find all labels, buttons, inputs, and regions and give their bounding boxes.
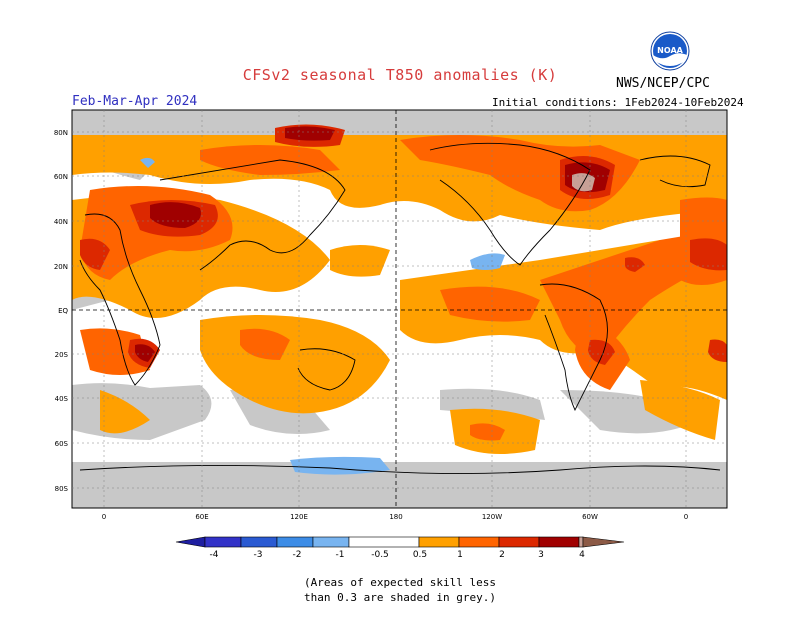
noaa-logo-icon: NOAA <box>650 31 690 71</box>
season-label: Feb-Mar-Apr 2024 <box>72 94 198 109</box>
lon-label: 120W <box>482 513 502 521</box>
lon-label: 120E <box>290 513 308 521</box>
lat-label: 20S <box>55 351 69 359</box>
anomaly-field <box>72 110 727 508</box>
lat-label: EQ <box>58 307 68 315</box>
lon-label: 60E <box>195 513 208 521</box>
colorbar-bin <box>582 536 625 548</box>
colorbar-label: -3 <box>254 550 263 560</box>
skill-note-line: than 0.3 are shaded in grey.) <box>303 591 497 604</box>
colorbar-label: -2 <box>293 550 302 560</box>
agency-label: NWS/NCEP/CPC <box>616 76 710 91</box>
colorbar-label: -0.5 <box>371 550 389 560</box>
colorbar-bin <box>348 536 420 548</box>
skill-note: (Areas of expected skill less than 0.3 a… <box>0 575 800 605</box>
lat-label: 60N <box>54 173 68 181</box>
lat-label: 80N <box>54 129 68 137</box>
latitude-labels: 80N 60N 40N 20N EQ 20S 40S 60S 80S <box>54 129 69 493</box>
lat-label: 40N <box>54 218 68 226</box>
lon-label: 0 <box>684 513 688 521</box>
lon-label: 180 <box>389 513 402 521</box>
colorbar-bin <box>578 536 584 548</box>
map-border <box>71 109 728 509</box>
colorbar-label: 1 <box>457 550 463 560</box>
colorbar-label: 3 <box>538 550 544 560</box>
colorbar-bin <box>240 536 278 548</box>
map-title: CFSv2 seasonal T850 anomalies (K) <box>242 66 558 84</box>
colorbar-label: -1 <box>336 550 345 560</box>
lon-label: 60W <box>582 513 598 521</box>
colorbar-labels: -4 -3 -2 -1 -0.5 0.5 1 2 3 4 <box>210 550 586 560</box>
colorbar-bin <box>418 536 460 548</box>
colorbar-bin <box>458 536 500 548</box>
colorbar <box>175 536 625 548</box>
colorbar-bin <box>538 536 580 548</box>
colorbar-bin <box>498 536 540 548</box>
logo-text: NOAA <box>657 46 683 55</box>
colorbar-label: 0.5 <box>413 550 427 560</box>
colorbar-bin <box>276 536 314 548</box>
lat-label: 60S <box>55 440 69 448</box>
colorbar-bin <box>312 536 350 548</box>
initial-conditions-label: Initial conditions: 1Feb2024-10Feb2024 <box>492 96 744 109</box>
lat-label: 40S <box>55 395 69 403</box>
skill-note-line: (Areas of expected skill less <box>303 576 497 589</box>
colorbar-label: 4 <box>579 550 585 560</box>
lon-label: 0 <box>102 513 106 521</box>
colorbar-label: 2 <box>499 550 505 560</box>
colorbar-bin <box>175 536 206 548</box>
colorbar-bin <box>204 536 242 548</box>
colorbar-label: -4 <box>210 550 219 560</box>
lat-label: 80S <box>55 485 69 493</box>
map-gridlines <box>72 110 727 508</box>
longitude-labels: 0 60E 120E 180 120W 60W 0 <box>102 513 688 521</box>
lat-label: 20N <box>54 263 68 271</box>
